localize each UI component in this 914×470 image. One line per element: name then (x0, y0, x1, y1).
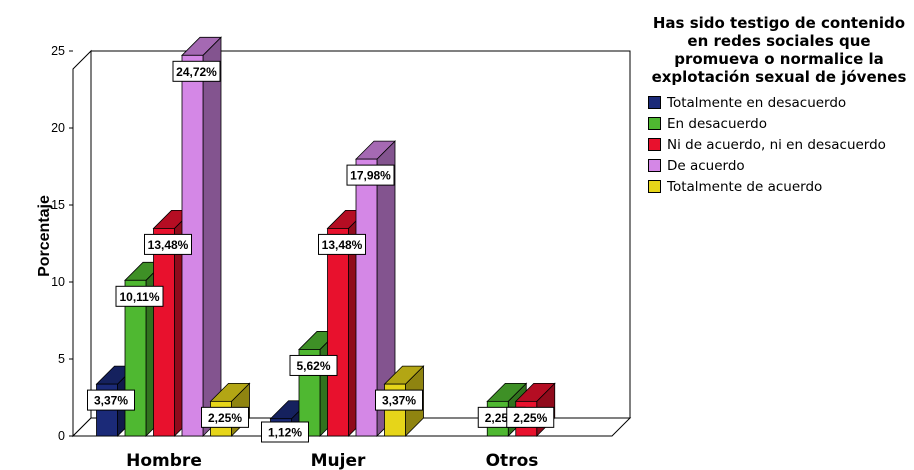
bar-side (202, 36, 222, 437)
bar (153, 228, 175, 437)
legend-swatch (648, 138, 661, 151)
legend-item: Totalmente en desacuerdo (648, 92, 910, 113)
data-label: 3,37% (382, 394, 416, 408)
data-label-box (375, 389, 423, 411)
legend-label: Totalmente de acuerdo (667, 178, 823, 195)
data-label: 1,12% (268, 426, 302, 440)
legend: Has sido testigo de contenido en redes s… (648, 14, 910, 197)
legend-label: Totalmente en desacuerdo (667, 94, 847, 111)
data-label-box (289, 354, 338, 376)
y-tick-label: 10 (51, 275, 65, 289)
data-label-box (506, 406, 555, 428)
x-tick-label: Otros (486, 451, 539, 470)
bar (355, 158, 378, 437)
legend-swatch (648, 180, 661, 193)
data-label: 2,25% (208, 411, 242, 425)
legend-item: De acuerdo (648, 155, 910, 176)
legend-item: Totalmente de acuerdo (648, 176, 910, 197)
data-label: 17,98% (350, 169, 391, 183)
data-label-box (261, 421, 309, 443)
data-label: 3,37% (94, 394, 128, 408)
bar (327, 228, 349, 437)
x-tick-label: Mujer (311, 451, 366, 470)
legend-swatch (648, 96, 661, 109)
legend-title: Has sido testigo de contenido en redes s… (651, 14, 907, 86)
data-label-box (172, 60, 221, 82)
data-label: 13,48% (322, 238, 363, 252)
data-label: 13,48% (148, 238, 189, 252)
data-label: 10,11% (119, 290, 159, 304)
data-label: 24,72% (176, 65, 217, 79)
x-tick-label: Hombre (126, 451, 202, 470)
plot-left-wall (72, 49, 92, 438)
y-tick-label: 20 (51, 121, 65, 135)
data-label: 5,62% (296, 359, 330, 373)
legend-swatch (648, 117, 661, 130)
y-tick-label: 15 (51, 198, 65, 212)
data-label-box (201, 406, 249, 428)
data-label-box (318, 233, 366, 255)
y-tick-label: 25 (51, 44, 65, 58)
data-label-box (346, 164, 395, 186)
data-label: 2,25% (513, 411, 547, 425)
legend-label: En desacuerdo (667, 115, 767, 132)
legend-item: En desacuerdo (648, 113, 910, 134)
y-tick-label: 0 (58, 429, 65, 443)
legend-swatch (648, 159, 661, 172)
data-label-box (144, 233, 192, 255)
legend-item: Ni de acuerdo, ni en desacuerdo (648, 134, 910, 155)
data-label-box (115, 285, 164, 307)
legend-label: Ni de acuerdo, ni en desacuerdo (667, 136, 886, 153)
y-tick-label: 5 (58, 352, 65, 366)
legend-label: De acuerdo (667, 157, 745, 174)
data-label-box (87, 389, 135, 411)
y-axis-label: Porcentaje (35, 195, 53, 277)
